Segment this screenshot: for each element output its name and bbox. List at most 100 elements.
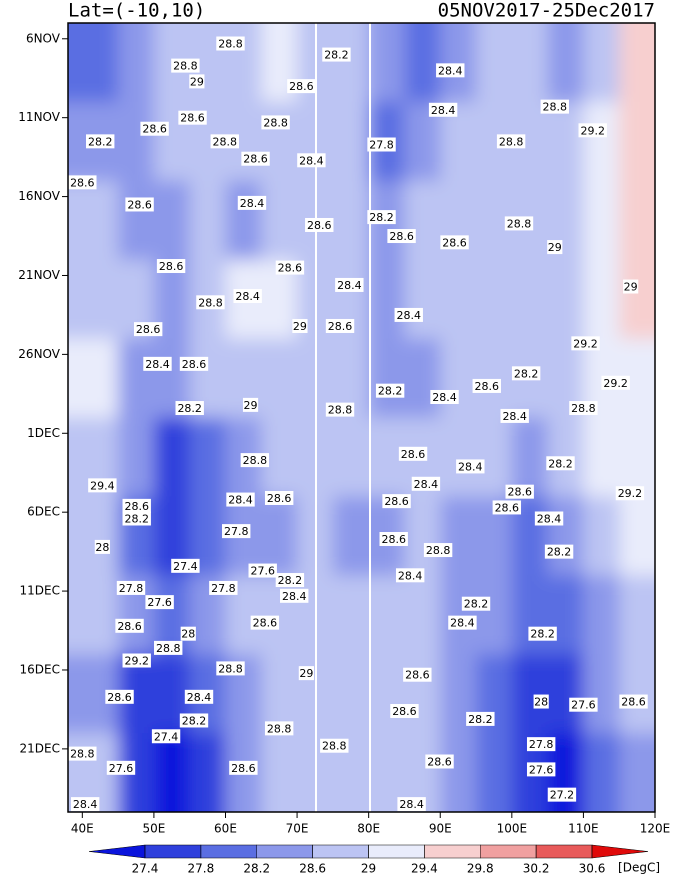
contour-label: 28.2 xyxy=(177,402,202,415)
field-cell xyxy=(619,654,655,734)
contour-label-bg xyxy=(325,318,355,333)
contour-label-bg xyxy=(261,115,290,130)
contour-label-bg xyxy=(248,563,277,578)
contour-label-bg xyxy=(569,401,598,416)
contour-label: 28.8 xyxy=(507,217,532,230)
contour-label: 29.2 xyxy=(573,337,598,350)
contour-label: 28.8 xyxy=(571,402,596,415)
contour-label: 29.2 xyxy=(618,487,643,500)
axes: 40E 50E 60E 70E 80E 90E 100E 110E 120E 6NOV 11NOV 1… xyxy=(18,31,670,835)
field-cell xyxy=(404,654,441,734)
contour-label: 28.4 xyxy=(398,569,423,582)
contour-label: 28.8 xyxy=(426,544,451,557)
field-cell xyxy=(619,417,655,497)
contour-label: 28.4 xyxy=(431,104,456,117)
colorbar-label: 29.8 xyxy=(467,862,494,876)
field-cell xyxy=(511,575,549,655)
contour-label-bg xyxy=(533,694,549,709)
field-cell xyxy=(261,733,298,812)
colorbar-unit: [DegC] xyxy=(618,861,660,875)
contour-label: 28.6 xyxy=(328,320,353,333)
contour-label: 28.6 xyxy=(231,762,256,775)
contour-label: 28.6 xyxy=(507,486,532,499)
field-cell xyxy=(118,23,155,103)
field-cell xyxy=(261,496,298,576)
field-cell xyxy=(476,575,513,655)
field-cell xyxy=(547,101,584,182)
field-cell xyxy=(68,23,119,103)
field-cell xyxy=(404,575,441,655)
contour-label-bg xyxy=(175,401,204,416)
contour-label: 27.8 xyxy=(369,139,394,152)
contour-label-bg xyxy=(578,123,607,138)
contour-label: 28.4 xyxy=(73,798,98,811)
contour-label-bg xyxy=(367,210,396,225)
field-cell xyxy=(261,575,298,655)
contour-label-bg xyxy=(619,694,648,709)
contour-label-bg xyxy=(179,713,209,728)
contour-label-bg xyxy=(122,511,151,526)
colorbar-segment xyxy=(480,844,537,859)
colorbar-segment xyxy=(89,844,146,859)
contour-label-bg xyxy=(68,175,97,190)
x-tick-label: 90E xyxy=(429,822,452,836)
field-cell xyxy=(619,733,655,812)
contour-label: 29 xyxy=(299,667,313,680)
contour-label-bg xyxy=(209,580,238,595)
contour-label-bg xyxy=(196,295,225,310)
contour-label: 28.8 xyxy=(322,740,347,753)
contour-label: 28.6 xyxy=(253,617,278,630)
contour-label: 28.2 xyxy=(468,713,493,726)
contour-label-bg xyxy=(546,456,575,471)
contour-label: 28.8 xyxy=(267,722,292,735)
contour-label-bg xyxy=(390,704,419,719)
contour-label-bg xyxy=(115,618,144,633)
contour-label-bg xyxy=(216,661,245,676)
contour-label: 28.4 xyxy=(145,358,170,371)
field-cell xyxy=(68,575,119,655)
field-cell xyxy=(440,575,477,655)
contour-label: 28.8 xyxy=(328,404,353,417)
contour-label-bg xyxy=(125,197,154,212)
field-cell xyxy=(476,417,513,497)
contour-label-bg xyxy=(226,492,255,507)
y-tick-label: 6DEC xyxy=(27,505,60,519)
field-cell xyxy=(225,23,262,103)
contour-label: 28.6 xyxy=(124,500,149,513)
colorbar-segment xyxy=(535,844,593,859)
field-cell xyxy=(368,654,405,734)
field-cell xyxy=(368,575,405,655)
contour-label: 28.8 xyxy=(173,60,198,73)
y-tick-label: 16DEC xyxy=(20,662,60,676)
contour-label: 28 xyxy=(181,628,195,641)
contour-label-bg xyxy=(122,498,151,513)
contour-label: 27.6 xyxy=(250,565,275,578)
contour-label: 29 xyxy=(624,281,638,294)
contour-label-bg xyxy=(151,729,181,744)
contour-label-bg xyxy=(335,277,364,292)
contour-label-bg xyxy=(216,36,245,51)
contour-label: 27.4 xyxy=(154,730,179,743)
contour-label: 29.2 xyxy=(124,655,149,668)
contour-label: 28.2 xyxy=(369,211,394,224)
contour-label: 28.8 xyxy=(70,748,95,761)
contour-label-bg xyxy=(106,760,136,775)
contour-label: 28.6 xyxy=(401,448,426,461)
contour-label: 28.4 xyxy=(502,410,527,423)
contour-label: 28.4 xyxy=(396,309,421,322)
contour-label-bg xyxy=(105,689,134,704)
contour-label-bg xyxy=(264,490,294,505)
contour-label: 28.2 xyxy=(378,385,403,398)
contour-label: 27.2 xyxy=(550,789,575,802)
contour-label: 28.6 xyxy=(136,323,161,336)
contour-label: 28.4 xyxy=(450,617,475,630)
colorbar-segment xyxy=(256,844,313,859)
contour-label-bg xyxy=(472,378,501,393)
contour-label: 28.2 xyxy=(278,574,303,587)
contour-label-bg xyxy=(275,573,305,588)
y-tick-label: 16NOV xyxy=(18,189,60,203)
contour-label: 28.4 xyxy=(187,691,212,704)
colorbar-segment xyxy=(368,844,425,859)
contour-label: 28.4 xyxy=(337,279,362,292)
contour-label-bg xyxy=(242,397,259,412)
